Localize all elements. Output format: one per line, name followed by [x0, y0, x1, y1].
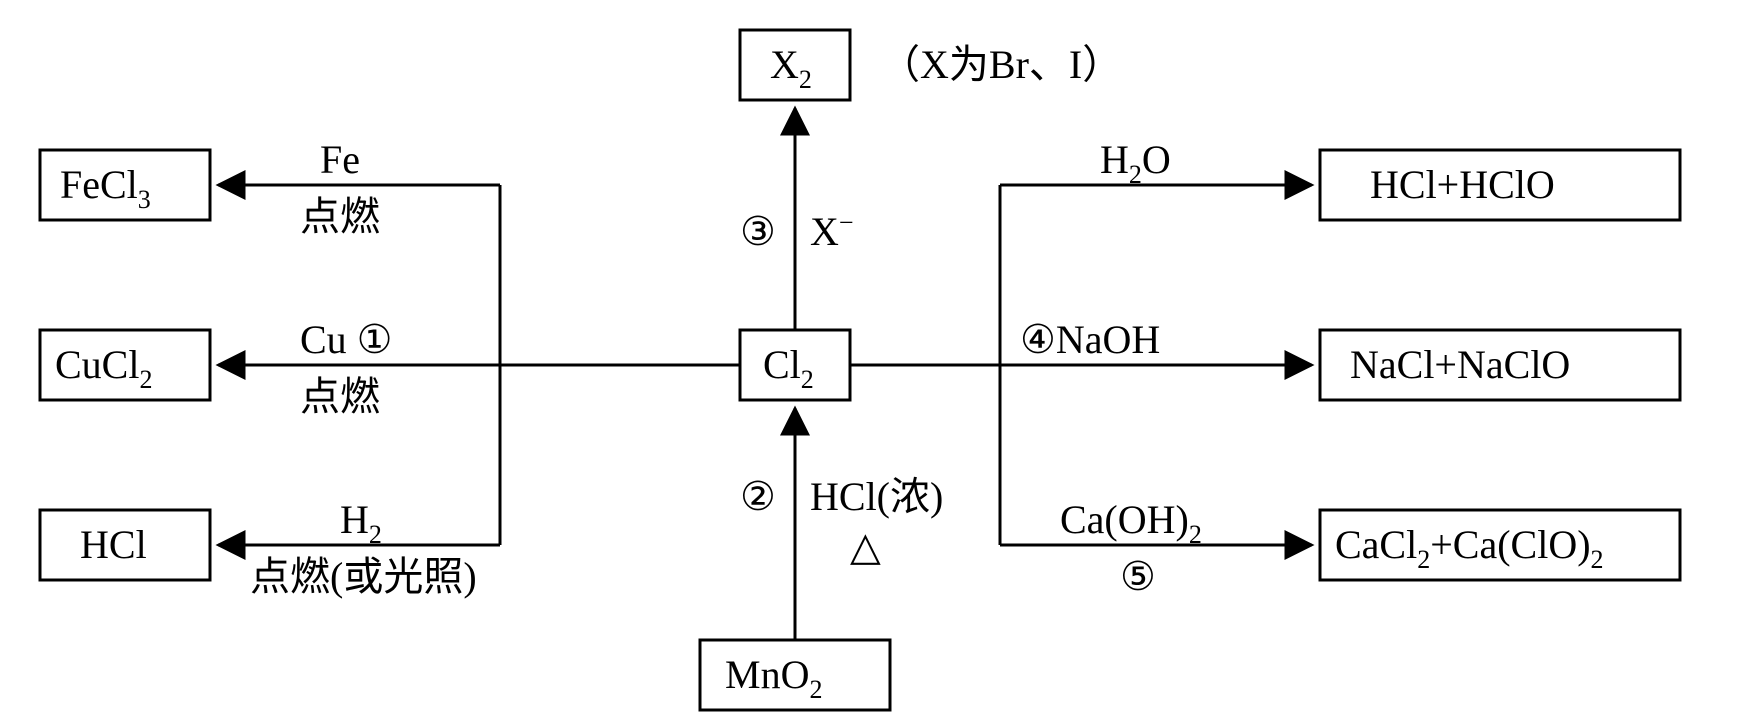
h2-bottom: 点燃(或光照): [250, 554, 477, 599]
svg-text:X−: X−: [810, 208, 854, 254]
caoh2-pre: Ca(OH): [1060, 497, 1189, 542]
svg-text:H2: H2: [340, 497, 382, 549]
h2o-pre: H: [1100, 137, 1129, 182]
node-cacl2-caclo2: CaCl2+Ca(ClO)2: [1320, 510, 1680, 580]
node-fecl3: FeCl3: [40, 150, 210, 220]
hcl-label: HCl: [80, 522, 147, 567]
node-hcl: HCl: [40, 510, 210, 580]
svg-text:MnO2: MnO2: [725, 652, 822, 704]
x2-sub: 2: [799, 65, 812, 94]
mno2-num: ②: [740, 474, 776, 519]
cl2-label: Cl: [763, 342, 801, 387]
x-label: X: [810, 209, 839, 254]
svg-text:FeCl3: FeCl3: [60, 162, 151, 214]
svg-text:CaCl2+Ca(ClO)2: CaCl2+Ca(ClO)2: [1335, 522, 1604, 574]
h2-pre: H: [340, 497, 369, 542]
svg-text:Ca(OH)2: Ca(OH)2: [1060, 497, 1202, 549]
svg-text:④NaOH: ④NaOH: [1020, 317, 1160, 362]
x2-label: X: [770, 42, 799, 87]
mno2-edge-label: HCl(浓): [810, 474, 943, 519]
nacl-naclo-label: NaCl+NaClO: [1350, 342, 1570, 387]
x-num: ③: [740, 209, 776, 254]
cacl2-p3: 2: [1591, 545, 1604, 574]
node-x2: X2 （X为Br、I）: [740, 30, 1122, 100]
caoh2-sub: 2: [1189, 520, 1202, 549]
h2o-post: O: [1142, 137, 1171, 182]
node-cl2: Cl2: [740, 330, 850, 400]
fecl3-sub: 3: [138, 185, 151, 214]
node-mno2: MnO2: [700, 640, 890, 710]
naoh-label: NaOH: [1056, 317, 1160, 362]
node-nacl-naclo: NaCl+NaClO: [1320, 330, 1680, 400]
cu-bottom: 点燃: [300, 374, 380, 419]
fecl3-label: FeCl: [60, 162, 138, 207]
cucl2-label: CuCl: [55, 342, 139, 387]
mno2-label: MnO: [725, 652, 809, 697]
cu-top: Cu ①: [300, 317, 393, 362]
x2-annotation: （X为Br、I）: [880, 42, 1122, 87]
node-hcl-hclo: HCl+HClO: [1320, 150, 1680, 220]
fe-top: Fe: [320, 137, 360, 182]
fe-bottom: 点燃: [300, 194, 380, 239]
h2o-sub: 2: [1129, 160, 1142, 189]
node-cucl2: CuCl2: [40, 330, 210, 400]
mno2-sub: 2: [809, 675, 822, 704]
x-sup: −: [839, 208, 854, 237]
svg-text:H2O: H2O: [1100, 137, 1171, 189]
cacl2-p1: 2: [1417, 545, 1430, 574]
caoh2-num: ⑤: [1120, 554, 1156, 599]
cacl2-p2: +Ca(ClO): [1430, 522, 1590, 567]
h2-sub: 2: [369, 520, 382, 549]
svg-text:CuCl2: CuCl2: [55, 342, 152, 394]
hcl-hclo-label: HCl+HClO: [1370, 162, 1555, 207]
cacl2-p0: CaCl: [1335, 522, 1417, 567]
naoh-num: ④: [1020, 317, 1056, 362]
cucl2-sub: 2: [139, 365, 152, 394]
mno2-symbol: △: [850, 524, 881, 569]
cl2-sub: 2: [801, 365, 814, 394]
